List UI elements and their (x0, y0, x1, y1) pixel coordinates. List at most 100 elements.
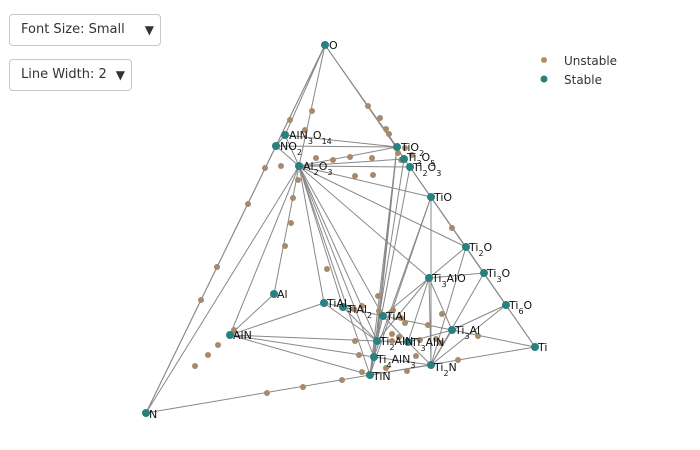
unstable-point[interactable] (383, 365, 389, 371)
line-width-select[interactable]: Line Width: 2 ▼ (9, 59, 132, 91)
unstable-point[interactable] (295, 177, 301, 183)
chevron-down-icon: ▼ (144, 23, 154, 37)
unstable-point[interactable] (231, 327, 237, 333)
stable-point-NO2[interactable] (272, 142, 280, 150)
unstable-point[interactable] (290, 195, 296, 201)
unstable-point[interactable] (198, 297, 204, 303)
unstable-point[interactable] (309, 108, 315, 114)
stable-point-O[interactable] (321, 41, 329, 49)
unstable-point[interactable] (287, 117, 293, 123)
stable-point-AlN3O14[interactable] (281, 131, 289, 139)
unstable-point[interactable] (375, 293, 381, 299)
stable-point-AlN[interactable] (226, 331, 234, 339)
unstable-point[interactable] (365, 103, 371, 109)
stable-point-Ti2O[interactable] (462, 243, 470, 251)
tie-line-Ti3AlO-Ti2N (428, 277, 432, 366)
unstable-point[interactable] (359, 303, 365, 309)
unstable-point[interactable] (455, 357, 461, 363)
unstable-point[interactable] (339, 377, 345, 383)
unstable-point[interactable] (369, 155, 375, 161)
tie-line-TiO-Ti2O (430, 196, 467, 248)
unstable-point[interactable] (376, 308, 382, 314)
stable-point-Al[interactable] (270, 290, 278, 298)
stable-point-TiAl3[interactable] (320, 299, 328, 307)
unstable-point[interactable] (205, 352, 211, 358)
stable-point-Ti2N[interactable] (427, 361, 435, 369)
stable-point-Ti2AlN[interactable] (373, 337, 381, 345)
stable-point-Ti3AlN[interactable] (404, 338, 412, 346)
unstable-point[interactable] (398, 315, 404, 321)
stable-point-TiN[interactable] (366, 371, 374, 379)
unstable-point[interactable] (324, 266, 330, 272)
phase-label-TiAl3: TiAl3 (326, 297, 352, 314)
tie-line-TiAl3-Ti2AlN (323, 302, 378, 342)
unstable-point[interactable] (433, 336, 439, 342)
stable-point-Ti3AlO[interactable] (425, 274, 433, 282)
unstable-point[interactable] (409, 152, 415, 158)
unstable-point[interactable] (417, 337, 423, 343)
unstable-point[interactable] (264, 390, 270, 396)
tie-line-Al2O3-Ti3AlO (298, 165, 430, 279)
unstable-point[interactable] (356, 352, 362, 358)
unstable-point[interactable] (352, 173, 358, 179)
stable-point-TiO2[interactable] (393, 143, 401, 151)
stable-point-Ti[interactable] (531, 343, 539, 351)
unstable-point[interactable] (278, 163, 284, 169)
unstable-point[interactable] (475, 333, 481, 339)
stable-point-TiAl[interactable] (379, 312, 387, 320)
unstable-point[interactable] (439, 311, 445, 317)
tie-line-TiO2-Ti4AlN3 (373, 146, 398, 358)
unstable-point[interactable] (402, 145, 408, 151)
stable-point-N[interactable] (142, 409, 150, 417)
phase-label-Ti2O: Ti2O (468, 241, 493, 258)
unstable-point[interactable] (389, 338, 395, 344)
unstable-point[interactable] (438, 340, 444, 346)
unstable-point[interactable] (282, 243, 288, 249)
stable-point-TiAl2[interactable] (339, 303, 347, 311)
unstable-point[interactable] (390, 307, 396, 313)
unstable-point[interactable] (245, 201, 251, 207)
stable-point-Ti6O[interactable] (502, 301, 510, 309)
unstable-point[interactable] (192, 363, 198, 369)
unstable-point[interactable] (396, 334, 402, 340)
unstable-point[interactable] (313, 155, 319, 161)
unstable-point[interactable] (288, 220, 294, 226)
unstable-point[interactable] (302, 127, 308, 133)
unstable-point[interactable] (370, 172, 376, 178)
unstable-point[interactable] (330, 157, 336, 163)
tie-line-Al2O3-N (145, 165, 300, 414)
unstable-point[interactable] (262, 165, 268, 171)
tie-line-AlN3O14-TiO2 (284, 134, 398, 148)
unstable-point[interactable] (413, 353, 419, 359)
unstable-point[interactable] (425, 322, 431, 328)
unstable-point[interactable] (377, 115, 383, 121)
unstable-point[interactable] (359, 369, 365, 375)
tie-line-Al2O3-Al (273, 165, 300, 295)
stable-point-TiO[interactable] (427, 193, 435, 201)
font-size-select[interactable]: Font Size: Small ▼ (9, 14, 161, 46)
chevron-down-icon: ▼ (115, 68, 125, 82)
unstable-point[interactable] (402, 320, 408, 326)
unstable-point[interactable] (300, 384, 306, 390)
stable-point-Al2O3[interactable] (295, 162, 303, 170)
unstable-point[interactable] (395, 150, 401, 156)
legend: Unstable Stable (540, 54, 617, 87)
phase-label-Ti3AlN: Ti3AlN (410, 336, 444, 353)
unstable-point[interactable] (449, 225, 455, 231)
unstable-point[interactable] (214, 264, 220, 270)
tie-line-Ti6O-Ti3Al (451, 304, 507, 331)
unstable-point[interactable] (386, 131, 392, 137)
unstable-point[interactable] (389, 331, 395, 337)
stable-point-Ti3Al[interactable] (448, 326, 456, 334)
stable-point-Ti3O[interactable] (480, 269, 488, 277)
unstable-point[interactable] (215, 342, 221, 348)
stable-point-Ti2O3[interactable] (406, 163, 414, 171)
unstable-point[interactable] (351, 306, 357, 312)
unstable-point[interactable] (404, 368, 410, 374)
unstable-point[interactable] (383, 126, 389, 132)
unstable-point[interactable] (347, 154, 353, 160)
unstable-point[interactable] (352, 338, 358, 344)
stable-point-Ti4AlN3[interactable] (370, 353, 378, 361)
stable-point-Ti3O5[interactable] (400, 155, 408, 163)
